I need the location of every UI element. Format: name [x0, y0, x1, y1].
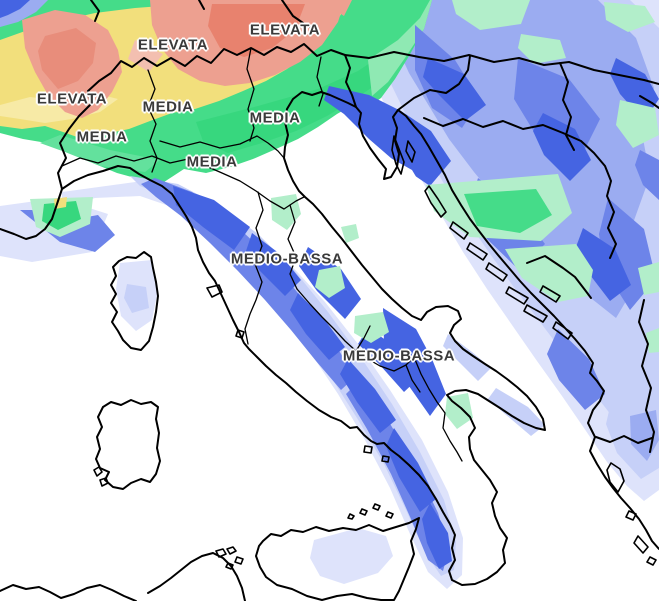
region-borders — [61, 47, 463, 462]
tunisia-coastline — [0, 552, 246, 601]
sardinia-outline — [95, 399, 161, 490]
country-borders — [57, 0, 659, 453]
coastlines — [0, 91, 659, 601]
small-islands — [93, 135, 657, 570]
sicily-outline — [255, 517, 420, 601]
italy-balkan-coastline — [0, 91, 659, 586]
corsica-outline — [110, 251, 159, 351]
greek-islands — [606, 462, 657, 566]
croatian-islands — [391, 135, 573, 340]
